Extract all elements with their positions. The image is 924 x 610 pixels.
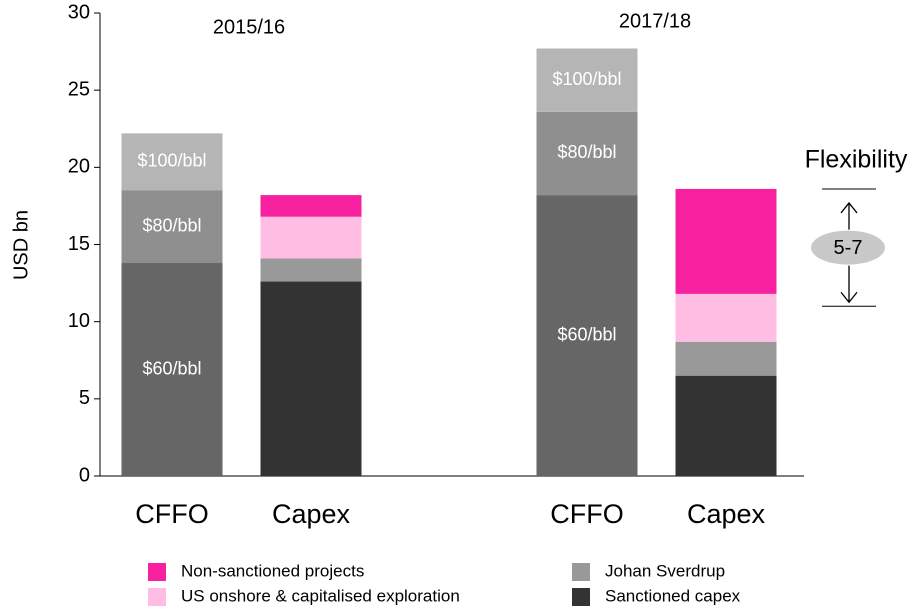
bar-segment xyxy=(121,263,223,476)
bar-segment xyxy=(536,111,638,196)
legend-swatch xyxy=(572,563,590,581)
segment-label: $100/bbl xyxy=(552,69,621,89)
legend-label: Johan Sverdrup xyxy=(605,561,725,580)
group-label: 2017/18 xyxy=(619,10,691,32)
x-tick-label: Capex xyxy=(272,499,351,529)
y-axis-label: USD bn xyxy=(10,210,32,280)
annotation-label: Flexibility xyxy=(805,146,908,174)
y-tick-label: 10 xyxy=(68,310,90,332)
bar-segment xyxy=(121,190,223,264)
y-tick-label: 15 xyxy=(68,233,90,255)
bar-segment xyxy=(536,195,638,476)
bar-segment xyxy=(260,195,362,217)
annotation-value: 5-7 xyxy=(834,237,863,259)
bar-segment xyxy=(675,188,777,294)
bar-segment xyxy=(675,341,777,376)
segment-label: $80/bbl xyxy=(557,142,616,162)
legend-swatch xyxy=(148,563,166,581)
y-tick-label: 0 xyxy=(79,464,90,486)
y-tick-label: 25 xyxy=(68,78,90,100)
legend-label: Sanctioned capex xyxy=(605,586,741,605)
arrow xyxy=(840,265,858,304)
y-tick-label: 30 xyxy=(68,1,90,23)
x-tick-label: CFFO xyxy=(550,499,624,529)
segment-label: $60/bbl xyxy=(557,324,616,344)
segment-label: $60/bbl xyxy=(142,358,201,378)
value-bubble xyxy=(811,230,885,265)
y-tick-label: 20 xyxy=(68,156,90,178)
bar-segment xyxy=(260,216,362,259)
arrow xyxy=(840,201,858,230)
legend-swatch xyxy=(572,588,590,606)
legend-label: US onshore & capitalised exploration xyxy=(181,586,460,605)
y-tick-label: 5 xyxy=(79,387,90,409)
x-tick-label: Capex xyxy=(687,499,766,529)
bar-segment xyxy=(536,48,638,112)
legend-swatch xyxy=(148,588,166,606)
bar-segment xyxy=(121,133,223,191)
bar-segment xyxy=(675,375,777,476)
legend-label: Non-sanctioned projects xyxy=(181,561,364,580)
bar-segment xyxy=(260,258,362,282)
segment-label: $80/bbl xyxy=(142,216,201,236)
bar-segment xyxy=(260,281,362,476)
bar-segment xyxy=(675,293,777,342)
group-label: 2015/16 xyxy=(213,16,285,38)
x-tick-label: CFFO xyxy=(135,499,209,529)
segment-label: $100/bbl xyxy=(137,151,206,171)
